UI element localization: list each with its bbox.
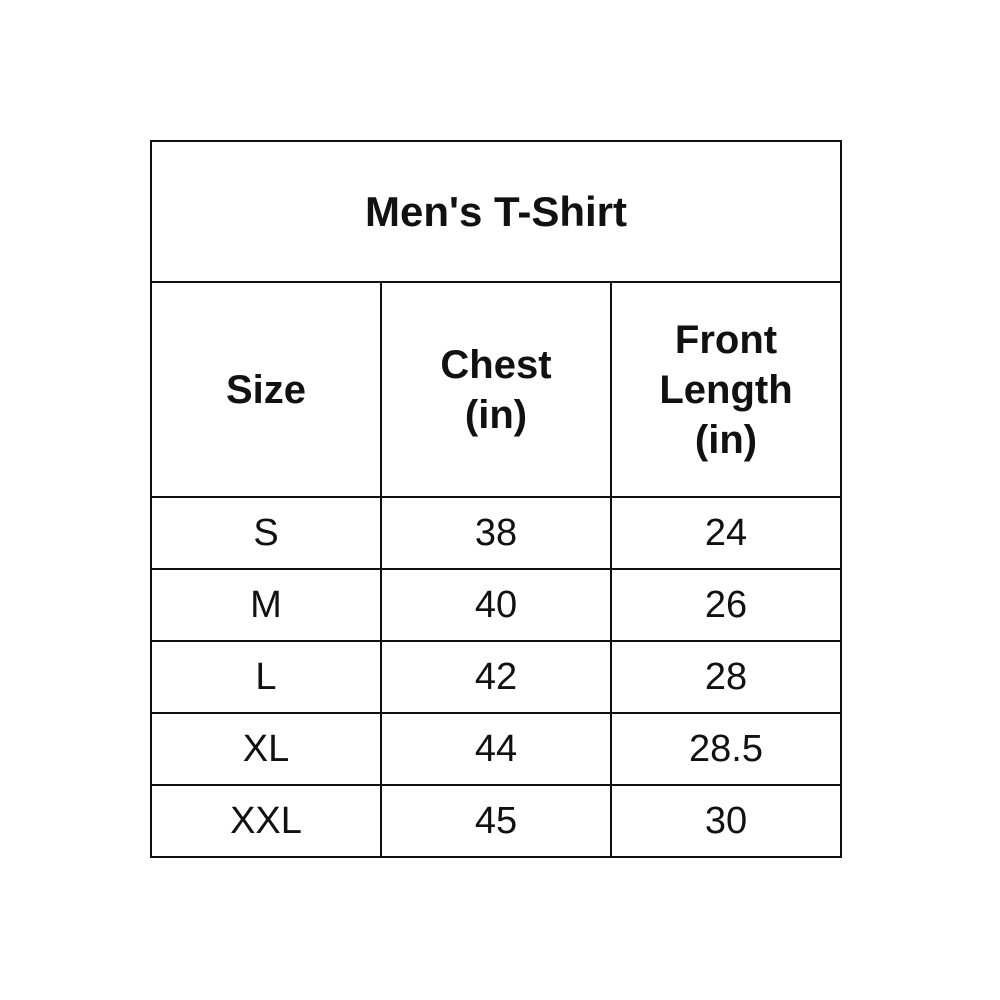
table-cell: S bbox=[150, 496, 382, 570]
table-row: L 42 28 bbox=[150, 640, 842, 714]
table-row: XL 44 28.5 bbox=[150, 712, 842, 786]
column-header: Front Length (in) bbox=[610, 281, 842, 498]
table-cell: 44 bbox=[380, 712, 612, 786]
table-row: S 38 24 bbox=[150, 496, 842, 570]
table-cell: 45 bbox=[380, 784, 612, 858]
column-header: Size bbox=[150, 281, 382, 498]
column-header: Chest (in) bbox=[380, 281, 612, 498]
table-cell: 28.5 bbox=[610, 712, 842, 786]
size-chart-table: Men's T-Shirt Size Chest (in) Front Length (i… bbox=[150, 140, 842, 858]
table-cell: 40 bbox=[380, 568, 612, 642]
header-row: Size Chest (in) Front Length (in) bbox=[150, 281, 842, 498]
table-cell: XL bbox=[150, 712, 382, 786]
table-cell: 24 bbox=[610, 496, 842, 570]
table-cell: M bbox=[150, 568, 382, 642]
table-cell: 26 bbox=[610, 568, 842, 642]
table-row: M 40 26 bbox=[150, 568, 842, 642]
table-cell: XXL bbox=[150, 784, 382, 858]
table-cell: 38 bbox=[380, 496, 612, 570]
table-cell: 28 bbox=[610, 640, 842, 714]
table-cell: 42 bbox=[380, 640, 612, 714]
table-cell: L bbox=[150, 640, 382, 714]
table-row: XXL 45 30 bbox=[150, 784, 842, 858]
table-title: Men's T-Shirt bbox=[150, 140, 842, 283]
table-cell: 30 bbox=[610, 784, 842, 858]
